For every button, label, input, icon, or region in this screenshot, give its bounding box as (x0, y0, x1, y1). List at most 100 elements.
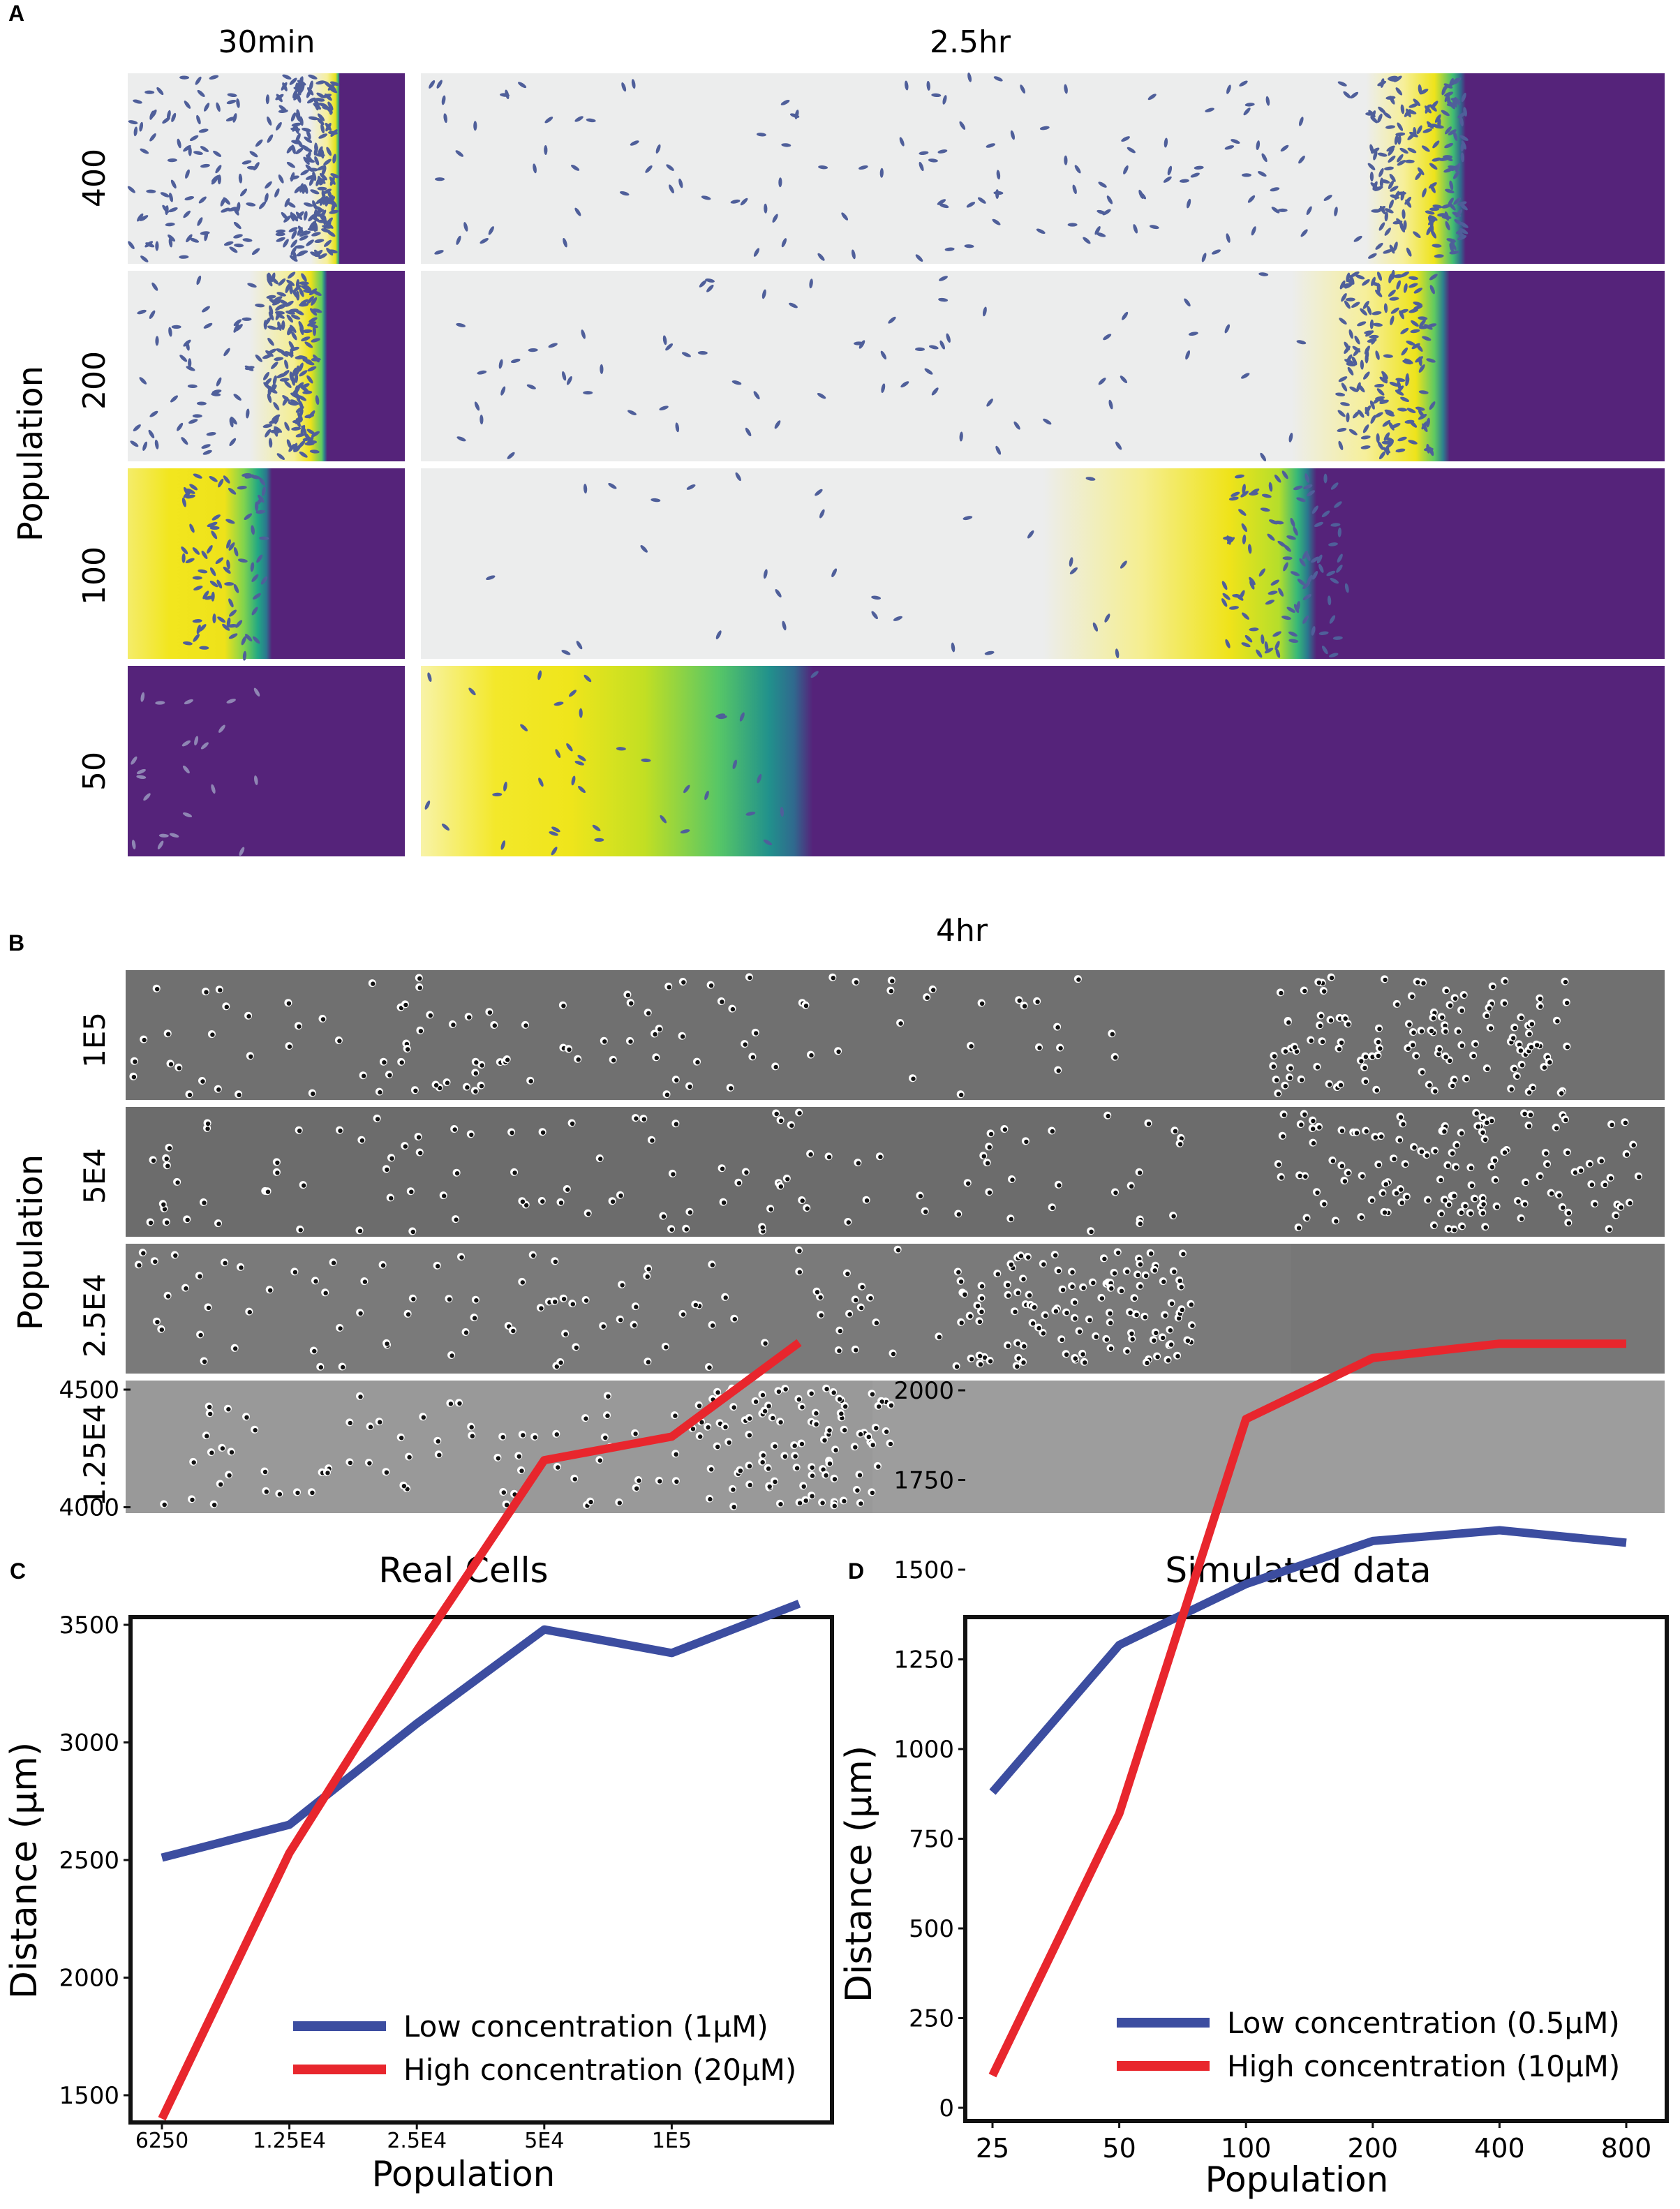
sim-cell (139, 121, 144, 132)
micro-cell (1509, 1087, 1514, 1092)
micro-cell (674, 1452, 678, 1457)
sim-cell (1457, 235, 1467, 241)
y-tick-label: 1500 (893, 1556, 954, 1584)
sim-cell (324, 94, 332, 101)
sim-cell (284, 359, 289, 369)
micro-cell (1293, 1045, 1298, 1050)
micro-cell (1080, 1352, 1085, 1357)
sim-cell (1408, 283, 1418, 288)
micro-cell (262, 1469, 268, 1475)
micro-cell (399, 1060, 404, 1065)
sim-cell (149, 310, 156, 319)
micro-cell (1480, 1130, 1485, 1135)
sim-cell (160, 192, 170, 198)
micro-cell (1524, 1180, 1529, 1186)
sim-cell (678, 178, 683, 188)
sim-cell (1385, 445, 1390, 456)
micro-cell (1138, 1221, 1143, 1226)
micro-cell (1309, 1038, 1314, 1043)
chart-c-legend-low: Low concentration (1μM) (403, 2009, 768, 2044)
micro-cell (561, 1297, 567, 1302)
sim-cell (1039, 126, 1050, 131)
micro-cell (1420, 1070, 1425, 1075)
micro-cell (191, 1460, 196, 1465)
micro-cell (870, 1392, 875, 1397)
sim-cell (526, 384, 536, 389)
micro-cell (1130, 1337, 1135, 1342)
micro-cell (868, 1296, 873, 1301)
sim-cell (1376, 433, 1380, 443)
micro-cell (487, 1010, 493, 1015)
sim-cell (133, 424, 141, 431)
micro-cell (523, 1023, 528, 1028)
micro-cell (853, 1445, 858, 1450)
sim-cell (1389, 244, 1395, 254)
panel-a-ylabel: Population (11, 366, 50, 542)
sim-cell (313, 221, 318, 232)
sim-cell (181, 437, 188, 445)
sim-cell (1098, 181, 1107, 188)
sim-cell (286, 279, 295, 286)
sim-cell (288, 308, 299, 313)
sim-cell (227, 93, 237, 98)
sim-cell (313, 354, 320, 363)
micro-cell (832, 1477, 838, 1482)
sim-cell (772, 214, 778, 223)
micro-cell (341, 1364, 345, 1370)
micro-cell (603, 1435, 608, 1441)
sim-cell (314, 249, 321, 258)
sim-cell (1302, 581, 1311, 590)
sim-cell (226, 559, 230, 570)
sim-cell (1409, 420, 1418, 428)
sim-cell (1388, 199, 1394, 209)
micro-cell (1376, 1039, 1381, 1045)
micro-cell (1302, 1112, 1307, 1117)
micro-cell (1169, 1301, 1175, 1307)
micro-cell (611, 1058, 616, 1063)
sim-cell (1454, 218, 1463, 225)
sim-cell (1383, 112, 1392, 119)
sim-cell (1378, 222, 1385, 231)
micro-cell (473, 1089, 478, 1094)
micro-cell (747, 1433, 752, 1438)
micro-cell (1143, 1315, 1148, 1320)
micro-cell (877, 1404, 882, 1409)
sim-cell (1284, 544, 1291, 552)
micro-cell (1318, 1013, 1324, 1019)
micro-cell (1171, 1214, 1176, 1219)
sim-cell (697, 350, 708, 355)
micro-cell (359, 1138, 365, 1143)
micro-cell (185, 1217, 190, 1223)
sim-cell (1429, 207, 1439, 211)
sim-cell (1397, 135, 1402, 145)
sim-cell (574, 760, 584, 766)
micro-cell (1343, 1016, 1348, 1021)
micro-cell (1190, 1323, 1195, 1328)
sim-cell (1265, 96, 1270, 106)
micro-cell (409, 1189, 414, 1194)
micro-cell (1528, 1113, 1533, 1117)
micro-cell (803, 1498, 808, 1503)
sim-cell (179, 75, 190, 80)
micro-cell (1110, 1032, 1115, 1037)
micro-cell (540, 1199, 545, 1204)
micro-cell (436, 1439, 440, 1444)
sim-cell (211, 392, 221, 396)
sim-cell (197, 217, 203, 226)
sim-cell (202, 449, 212, 455)
sim-cell (566, 743, 573, 752)
micro-cell (403, 1002, 408, 1008)
sim-cell (305, 174, 315, 180)
sim-cell (186, 494, 195, 499)
micro-cell (200, 1079, 205, 1084)
sim-cell (317, 186, 327, 191)
panel-b-row-label: 1.25E4 (77, 1404, 112, 1507)
sim-cell (306, 429, 315, 436)
micro-cell (451, 1022, 456, 1027)
sim-cell (206, 432, 216, 436)
micro-cell (911, 1076, 916, 1081)
sim-cell (1426, 443, 1430, 454)
sim-cell (318, 146, 323, 156)
sim-cell (267, 273, 271, 283)
micro-cell (1480, 1196, 1486, 1201)
